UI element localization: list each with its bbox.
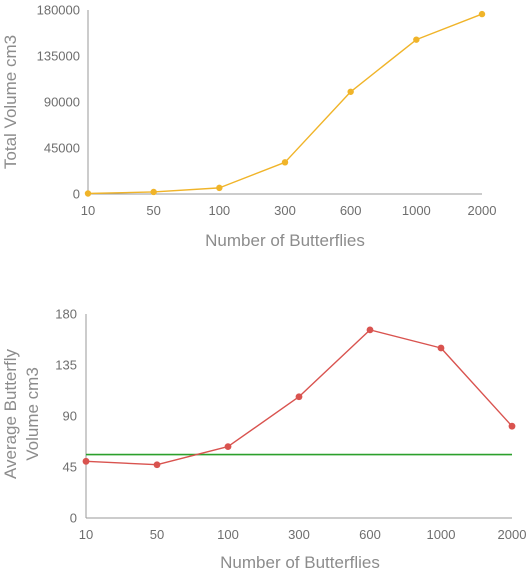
y-tick-labels: 0 45000 90000 135000 180000 [37, 3, 80, 202]
x-tick-label: 1000 [427, 527, 456, 542]
data-point [82, 457, 90, 465]
data-point [478, 10, 486, 18]
x-tick-label: 300 [288, 527, 310, 542]
x-tick-label: 100 [208, 203, 230, 218]
x-tick-label: 2000 [468, 203, 497, 218]
y-tick-label: 45 [63, 460, 77, 475]
data-point [347, 88, 354, 95]
y-tick-label: 45000 [44, 141, 80, 156]
data-point [153, 461, 161, 469]
data-point [150, 188, 157, 196]
x-tick-label: 10 [81, 203, 95, 218]
data-point [508, 422, 516, 430]
y-tick-label: 0 [70, 511, 77, 526]
x-axis-title: Number of Butterflies [220, 553, 380, 572]
x-tick-label: 50 [150, 527, 164, 542]
data-point [281, 159, 289, 166]
x-tick-label: 600 [340, 203, 362, 218]
y-tick-label: 0 [73, 187, 80, 202]
data-point [413, 36, 420, 43]
y-tick-label: 180 [55, 307, 77, 322]
data-point [224, 443, 232, 450]
x-tick-label: 300 [274, 203, 296, 218]
data-point [366, 326, 374, 334]
series-layer [82, 326, 516, 469]
data-point [84, 190, 92, 197]
x-tick-label: 50 [146, 203, 160, 218]
data-point [216, 184, 223, 192]
y-axis-title-line-1: Average Butterfly [1, 348, 20, 479]
x-tick-labels: 10 50 100 300 600 1000 2000 [81, 203, 497, 218]
y-tick-labels: 0 45 90 135 180 [55, 307, 77, 526]
series-line [87, 13, 483, 195]
x-tick-label: 2000 [498, 527, 527, 542]
x-tick-labels: 10 50 100 300 600 1000 2000 [79, 527, 527, 542]
x-tick-label: 600 [359, 527, 381, 542]
average-volume-chart: Average Butterfly Volume cm3 Number of B… [1, 307, 526, 572]
x-axis-title: Number of Butterflies [205, 231, 365, 250]
x-tick-label: 10 [79, 527, 93, 542]
x-tick-label: 100 [217, 527, 239, 542]
y-tick-label: 90 [63, 409, 77, 424]
total-volume-chart: Total Volume cm3 Number of Butterflies 0… [1, 3, 496, 251]
x-tick-label: 1000 [402, 203, 431, 218]
y-tick-label: 90000 [44, 95, 80, 110]
y-axis-title: Total Volume cm3 [1, 35, 20, 169]
y-tick-label: 135 [55, 358, 77, 373]
data-point [437, 344, 445, 352]
data-point [295, 393, 303, 401]
y-tick-label: 135000 [37, 49, 80, 64]
y-tick-label: 180000 [37, 3, 80, 18]
y-axis-title-line-2: Volume cm3 [23, 367, 42, 461]
series-layer [84, 10, 486, 197]
